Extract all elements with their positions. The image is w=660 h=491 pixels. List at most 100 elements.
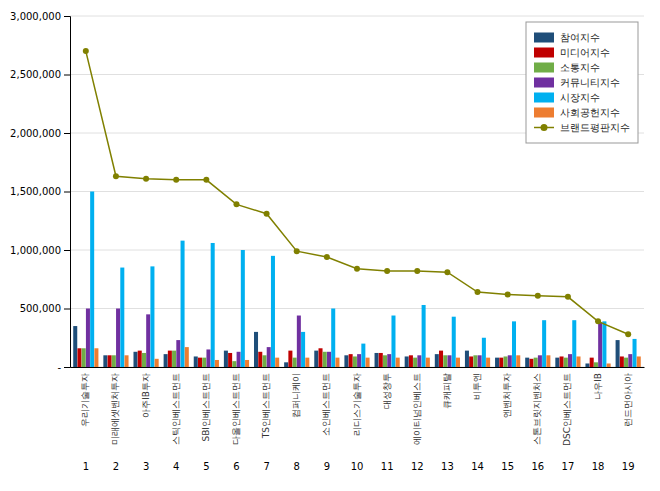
legend-item: 시장지수	[534, 92, 600, 103]
bar	[486, 358, 490, 367]
tick: 16	[531, 461, 544, 472]
bar	[215, 360, 219, 367]
point	[233, 201, 239, 207]
bar	[499, 358, 503, 367]
grid-line	[70, 191, 644, 192]
bar	[155, 359, 159, 367]
bar	[138, 351, 142, 367]
bar	[146, 314, 150, 367]
bar	[405, 356, 409, 367]
bar	[379, 353, 383, 367]
bar	[542, 320, 546, 367]
bar	[534, 358, 538, 367]
annotation: 소인베스트먼트	[321, 373, 331, 436]
bar	[284, 362, 288, 367]
bar	[323, 352, 327, 367]
tick-label: 16	[531, 461, 544, 472]
point	[324, 254, 330, 260]
tick-mark	[64, 133, 70, 134]
bar	[164, 354, 168, 367]
tick-label: 11	[381, 461, 394, 472]
tick-label: 12	[411, 461, 424, 472]
bar	[90, 192, 94, 368]
bar	[594, 362, 598, 367]
legend-label: 브랜드평판지수	[560, 122, 630, 133]
bar	[82, 348, 86, 367]
bar	[564, 358, 568, 367]
point	[625, 331, 631, 337]
annotation: 나우IB	[593, 373, 603, 400]
bar	[391, 316, 395, 367]
grid	[70, 16, 644, 367]
bar	[241, 250, 245, 367]
tick-label: 14	[471, 461, 484, 472]
bar	[383, 355, 387, 367]
bar	[142, 353, 146, 367]
bar	[245, 360, 249, 367]
plot: -500,0001,000,0001,500,0002,000,0002,500…	[10, 11, 644, 472]
tick: 5	[203, 461, 209, 472]
tick-label: 3,000,000	[10, 11, 61, 22]
bar	[344, 355, 348, 367]
annotation: 미래에셋벤처투자	[110, 373, 120, 445]
bar	[297, 316, 301, 367]
bar	[375, 353, 379, 367]
annotation: 우리기술투자	[80, 373, 90, 427]
annotation: 다올인베스트먼트	[231, 373, 241, 445]
legend: 참여지수미디어지수소통지수커뮤니티지수시장지수사회공헌지수브랜드평판지수	[526, 22, 638, 143]
tick-label: 4	[173, 461, 179, 472]
bar	[305, 358, 309, 367]
bar	[349, 354, 353, 367]
tick-label: 8	[294, 461, 300, 472]
legend-label: 참여지수	[560, 32, 600, 43]
bar	[198, 358, 202, 367]
bar	[525, 358, 529, 367]
bar	[546, 355, 550, 367]
bar	[103, 355, 107, 367]
legend-marker	[541, 124, 548, 131]
bar	[77, 348, 81, 367]
tick-label: 19	[622, 461, 635, 472]
tick-label: 2,000,000	[10, 128, 61, 139]
bar	[181, 241, 185, 367]
grid-line	[70, 16, 644, 17]
point	[203, 177, 209, 183]
legend-item: 사회공헌지수	[534, 107, 620, 118]
grid-line	[70, 308, 644, 309]
bar	[176, 340, 180, 367]
bar	[366, 358, 370, 367]
tick-label: 10	[351, 461, 364, 472]
legend-label: 미디어지수	[560, 47, 610, 58]
bar	[482, 338, 486, 367]
legend-item: 커뮤니티지수	[534, 77, 620, 88]
tick-mark	[64, 250, 70, 251]
tick-label: 1,000,000	[10, 245, 61, 256]
bar	[417, 355, 421, 367]
tick-mark	[64, 75, 70, 76]
tick-label: 17	[562, 461, 575, 472]
bar	[473, 355, 477, 367]
bar	[133, 352, 137, 367]
bar	[439, 351, 443, 367]
tick: 11	[381, 461, 394, 472]
tick-label: 500,000	[20, 303, 61, 314]
bar	[94, 348, 98, 367]
bar-series	[77, 348, 623, 367]
axis-line	[71, 367, 645, 368]
point	[384, 268, 390, 274]
tick: 1,000,000	[10, 245, 70, 256]
tick-label: 1	[83, 461, 89, 472]
legend-label: 커뮤니티지수	[560, 77, 620, 88]
point	[264, 211, 270, 217]
bar	[331, 309, 335, 368]
legend-box	[526, 22, 638, 143]
tick-mark	[64, 367, 70, 368]
annotation: DSC인베스트먼트	[562, 373, 572, 446]
annotations: 우리기술투자미래에셋벤처투자아주IB투자스틱인베스트먼트SBI인베스트먼트다올인…	[80, 373, 632, 446]
annotation: 컴퍼니케이	[291, 373, 301, 418]
legend-swatch	[534, 78, 554, 88]
tick-label: 2,500,000	[10, 69, 61, 80]
bar	[228, 353, 232, 367]
annotation: 스톤브릿지벤처스	[532, 373, 542, 445]
bar	[314, 351, 318, 367]
